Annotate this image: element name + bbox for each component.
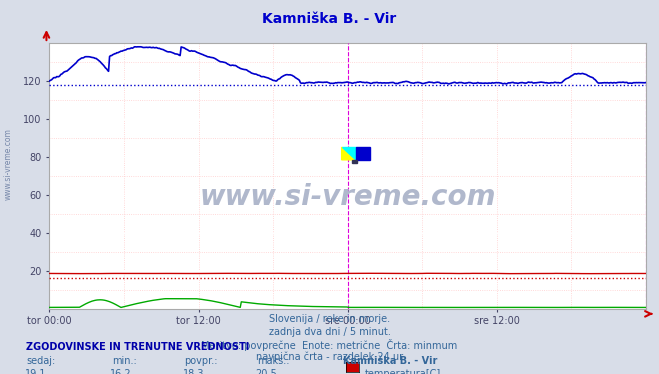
Text: navpična črta - razdelek 24 ur: navpična črta - razdelek 24 ur [256, 351, 403, 362]
Text: temperatura[C]: temperatura[C] [364, 369, 441, 374]
Text: 20,5: 20,5 [255, 369, 277, 374]
Text: www.si-vreme.com: www.si-vreme.com [200, 183, 496, 211]
Polygon shape [341, 147, 356, 160]
Text: 18,3: 18,3 [183, 369, 204, 374]
Text: sedaj:: sedaj: [26, 356, 55, 367]
Text: maks.:: maks.: [257, 356, 289, 367]
Text: 16,2: 16,2 [110, 369, 132, 374]
Text: 19,1: 19,1 [24, 369, 46, 374]
Text: povpr.:: povpr.: [185, 356, 218, 367]
Text: www.si-vreme.com: www.si-vreme.com [3, 129, 13, 200]
Polygon shape [353, 160, 357, 163]
Text: Slovenija / reke in morje.: Slovenija / reke in morje. [269, 314, 390, 324]
Polygon shape [356, 147, 370, 160]
Text: Kamniška B. - Vir: Kamniška B. - Vir [262, 12, 397, 26]
Text: Meritve: povprečne  Enote: metrične  Črta: minmum: Meritve: povprečne Enote: metrične Črta:… [202, 339, 457, 351]
Polygon shape [341, 147, 356, 160]
Text: ZGODOVINSKE IN TRENUTNE VREDNOSTI: ZGODOVINSKE IN TRENUTNE VREDNOSTI [26, 342, 250, 352]
Text: min.:: min.: [112, 356, 137, 367]
Text: Kamniška B. - Vir: Kamniška B. - Vir [343, 356, 437, 367]
Text: zadnja dva dni / 5 minut.: zadnja dva dni / 5 minut. [269, 327, 390, 337]
